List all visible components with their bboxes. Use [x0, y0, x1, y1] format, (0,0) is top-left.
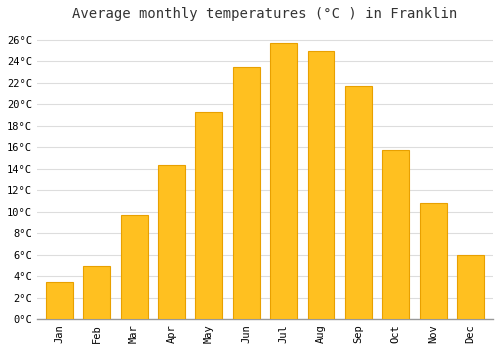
- Bar: [270, 43, 297, 320]
- Bar: [83, 266, 110, 320]
- Bar: [345, 86, 372, 320]
- Bar: [46, 282, 72, 320]
- Bar: [457, 255, 484, 320]
- Bar: [233, 67, 260, 320]
- Bar: [308, 50, 334, 320]
- Bar: [382, 149, 409, 320]
- Title: Average monthly temperatures (°C ) in Franklin: Average monthly temperatures (°C ) in Fr…: [72, 7, 458, 21]
- Bar: [420, 203, 446, 320]
- Bar: [158, 164, 185, 320]
- Bar: [120, 215, 148, 320]
- Bar: [196, 112, 222, 320]
